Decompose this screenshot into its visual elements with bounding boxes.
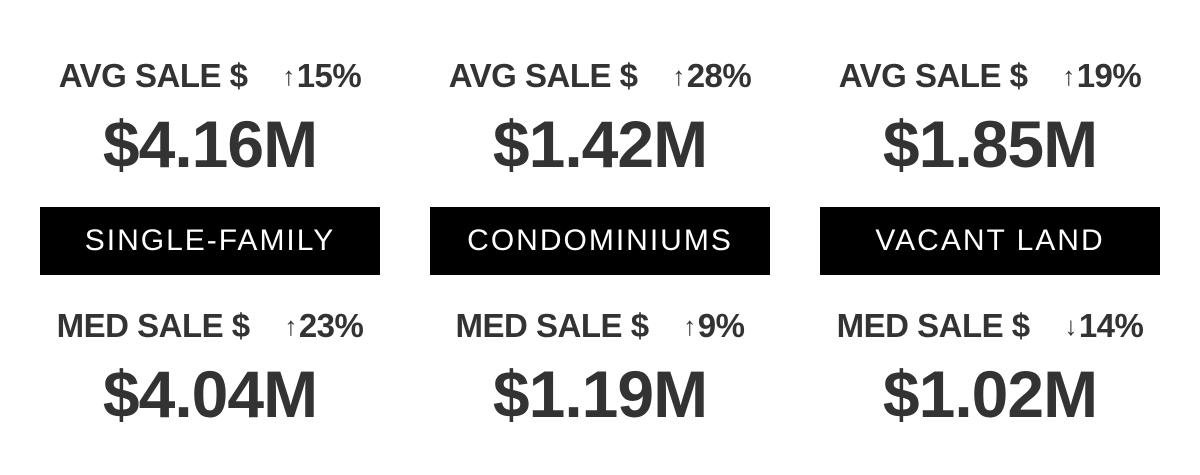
change-percent: 14% [1078, 307, 1144, 344]
category-column-condominiums: AVG SALE $ ↑28% $1.42M CONDOMINIUMS MED … [430, 0, 770, 475]
arrow-up-icon: ↑ [284, 311, 297, 341]
change-percent: 28% [686, 57, 752, 94]
category-column-vacant-land: AVG SALE $ ↑19% $1.85M VACANT LAND MED S… [820, 0, 1160, 475]
change-indicator: ↑15% [282, 52, 362, 102]
stat-heading: MED SALE $ ↓14% [820, 302, 1160, 350]
change-indicator: ↑28% [672, 52, 752, 102]
arrow-up-icon: ↑ [282, 61, 295, 91]
stat-value: $1.85M [882, 107, 1098, 181]
stat-value: $4.16M [102, 107, 318, 181]
change-percent: 9% [697, 307, 745, 344]
change-indicator: ↓14% [1064, 302, 1144, 352]
stat-label: AVG SALE $ [838, 57, 1028, 94]
arrow-up-icon: ↑ [1062, 61, 1075, 91]
stat-heading: MED SALE $ ↑9% [430, 302, 770, 350]
avg-sale-stat: AVG SALE $ ↑19% $1.85M [820, 52, 1160, 186]
med-sale-stat: MED SALE $ ↑9% $1.19M [430, 302, 770, 436]
stat-heading: MED SALE $ ↑23% [40, 302, 380, 350]
category-label: CONDOMINIUMS [430, 207, 770, 275]
stat-label: AVG SALE $ [448, 57, 638, 94]
change-percent: 15% [296, 57, 362, 94]
stat-label: MED SALE $ [836, 307, 1031, 344]
category-label: SINGLE-FAMILY [40, 207, 380, 275]
arrow-up-icon: ↑ [683, 311, 696, 341]
stat-heading: AVG SALE $ ↑28% [430, 52, 770, 100]
stat-label: MED SALE $ [455, 307, 650, 344]
arrow-up-icon: ↑ [672, 61, 685, 91]
med-sale-stat: MED SALE $ ↑23% $4.04M [40, 302, 380, 436]
stat-heading: AVG SALE $ ↑15% [40, 52, 380, 100]
stat-label: MED SALE $ [56, 307, 251, 344]
med-sale-stat: MED SALE $ ↓14% $1.02M [820, 302, 1160, 436]
change-percent: 19% [1076, 57, 1142, 94]
stat-value: $1.19M [492, 357, 708, 431]
stat-value: $1.02M [882, 357, 1098, 431]
stat-value: $1.42M [492, 107, 708, 181]
change-indicator: ↑19% [1062, 52, 1142, 102]
stat-heading: AVG SALE $ ↑19% [820, 52, 1160, 100]
stat-value: $4.04M [102, 357, 318, 431]
category-column-single-family: AVG SALE $ ↑15% $4.16M SINGLE-FAMILY MED… [40, 0, 380, 475]
category-label: VACANT LAND [820, 207, 1160, 275]
arrow-down-icon: ↓ [1064, 311, 1077, 341]
change-percent: 23% [298, 307, 364, 344]
avg-sale-stat: AVG SALE $ ↑15% $4.16M [40, 52, 380, 186]
change-indicator: ↑9% [683, 302, 745, 352]
stat-label: AVG SALE $ [58, 57, 248, 94]
avg-sale-stat: AVG SALE $ ↑28% $1.42M [430, 52, 770, 186]
change-indicator: ↑23% [284, 302, 364, 352]
